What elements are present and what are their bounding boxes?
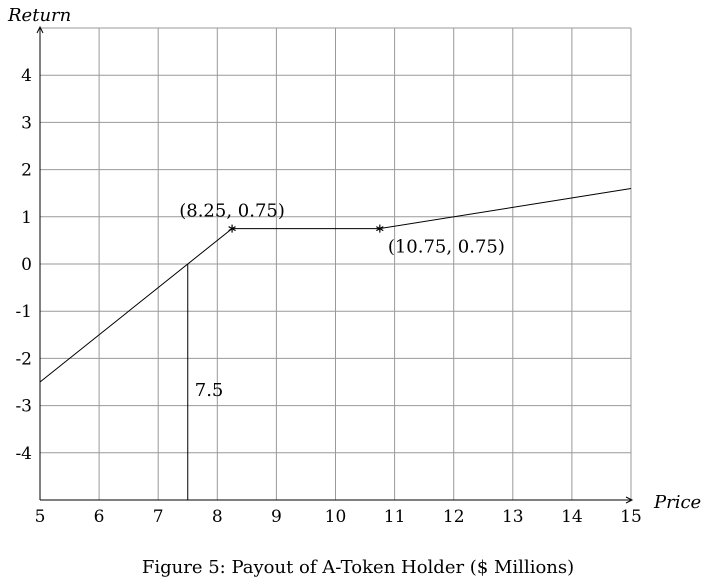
annotation-label: 7.5 [195,380,224,401]
x-tick-label: 11 [384,507,406,527]
series-line [39,187,632,383]
axes [36,25,634,504]
x-axis-title: Price [653,492,701,513]
grid [39,27,632,501]
x-tick-label: 15 [620,507,642,527]
x-tick-label: 7 [153,507,164,527]
y-tick-label: 2 [21,161,32,181]
y-tick-label: 0 [21,255,32,275]
y-tick-label: 3 [21,113,32,133]
x-tick-label: 9 [271,507,282,527]
figure-caption: Figure 5: Payout of A-Token Holder ($ Mi… [142,557,574,578]
annotation-label: (8.25, 0.75) [179,201,285,222]
y-axis-title: Return [7,5,71,26]
x-tick-label: 12 [443,507,465,527]
annotation-label: (10.75, 0.75) [388,237,505,258]
x-tick-labels: 5 6 7 8 9 10 11 12 13 14 15 [35,507,642,527]
x-tick-label: 10 [325,507,347,527]
annotations: (8.25, 0.75) (10.75, 0.75) 7.5 [179,201,505,401]
series [39,187,632,500]
x-tick-label: 6 [94,507,105,527]
x-tick-label: 14 [561,507,583,527]
y-tick-label: -2 [15,349,32,369]
y-tick-label: -3 [15,397,32,417]
y-tick-label: 1 [21,208,32,228]
x-tick-label: 13 [502,507,524,527]
x-axis-arrow [625,496,634,504]
y-tick-labels: 4 3 2 1 0 -1 -2 -3 -4 [15,66,32,464]
y-tick-label: 4 [21,66,32,86]
point-marker [376,224,384,233]
point-marker [228,224,236,233]
y-tick-label: -1 [15,302,32,322]
x-tick-label: 5 [35,507,46,527]
y-axis-arrow [36,25,44,34]
x-tick-label: 8 [212,507,223,527]
y-tick-label: -4 [15,444,32,464]
